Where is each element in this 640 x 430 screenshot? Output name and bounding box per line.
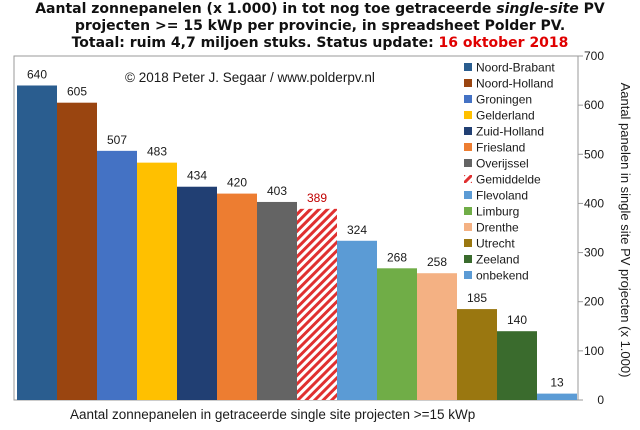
copyright-text: © 2018 Peter J. Segaar / www.polderpv.nl (125, 70, 375, 85)
y-tick-label: 700 (584, 49, 604, 63)
legend-swatch (464, 143, 472, 151)
title-line-3: Totaal: ruim 4,7 miljoen stuks. Status u… (0, 35, 640, 52)
y-tick-label: 400 (584, 196, 604, 210)
bar-groningen (97, 150, 137, 400)
bar-gelderland (137, 162, 177, 400)
data-label: 605 (67, 85, 87, 99)
legend-swatch (464, 63, 472, 71)
bar-noord-holland (57, 102, 97, 400)
legend-label: Limburg (476, 205, 519, 219)
bar-gemiddelde (297, 208, 337, 400)
data-label: 389 (307, 191, 327, 205)
legend-swatch (464, 223, 472, 231)
data-label: 640 (27, 67, 47, 81)
data-label: 268 (387, 250, 407, 264)
legend-swatch (464, 175, 472, 183)
legend-label: Drenthe (476, 221, 519, 235)
legend-label: Zuid-Holland (476, 125, 544, 139)
y-tick-label: 500 (584, 147, 604, 161)
data-label: 434 (187, 169, 207, 183)
data-label: 13 (550, 376, 564, 390)
bar-zeeland (497, 331, 537, 400)
legend-label: Groningen (476, 93, 532, 107)
legend-swatch (464, 207, 472, 215)
title-line-2: projecten >= 15 kWp per provincie, in sp… (74, 18, 566, 34)
bar-friesland (217, 193, 257, 400)
data-label: 420 (227, 176, 247, 190)
legend-swatch (464, 239, 472, 247)
data-label: 140 (507, 313, 527, 327)
data-label: 483 (147, 145, 167, 159)
data-label: 403 (267, 184, 287, 198)
legend-label: Overijssel (476, 157, 529, 171)
legend-label: Utrecht (476, 237, 515, 251)
bar-zuid-holland (177, 186, 217, 400)
bar-onbekend (537, 393, 577, 400)
bar-limburg (377, 268, 417, 400)
y-tick-label: 0 (597, 393, 604, 407)
y-axis-label: Aantal panelen in single site PV project… (618, 83, 633, 378)
legend-label: Noord-Holland (476, 77, 553, 91)
data-label: 258 (427, 255, 447, 269)
title-line-1: Aantal zonnepanelen (x 1.000) in tot nog… (0, 1, 640, 18)
title-line-1-italic: single-site (496, 1, 579, 17)
y-tick-label: 600 (584, 98, 604, 112)
bar-utrecht (457, 309, 497, 400)
bar-noord-brabant (17, 85, 57, 400)
legend-swatch (464, 271, 472, 279)
data-label: 507 (107, 133, 127, 147)
chart-title: Aantal zonnepanelen (x 1.000) in tot nog… (0, 1, 640, 52)
legend-swatch (464, 159, 472, 167)
title-line-1-end: PV (578, 1, 605, 17)
legend-label: Gelderland (476, 109, 535, 123)
status-date: 16 oktober 2018 (438, 35, 569, 51)
y-tick-label: 300 (584, 246, 604, 260)
legend-swatch (464, 127, 472, 135)
legend-swatch (464, 255, 472, 263)
legend-swatch (464, 111, 472, 119)
legend-label: Noord-Brabant (476, 61, 555, 75)
legend-label: Friesland (476, 141, 525, 155)
data-label: 324 (347, 223, 367, 237)
legend-label: Flevoland (476, 189, 528, 203)
legend: Noord-Brabant Noord-Holland Groningen Gelde… (464, 61, 555, 283)
y-tick-label: 200 (584, 295, 604, 309)
data-label: 185 (467, 291, 487, 305)
legend-label: Gemiddelde (476, 173, 541, 187)
legend-swatch (464, 95, 472, 103)
bar-drenthe (417, 273, 457, 400)
title-line-3-text: Totaal: ruim 4,7 miljoen stuks. Status u… (71, 35, 439, 51)
title-line-1-text: Aantal zonnepanelen (x 1.000) in tot nog… (35, 1, 497, 17)
legend-label: Zeeland (476, 253, 519, 267)
y-tick-label: 100 (584, 344, 604, 358)
legend-swatch (464, 79, 472, 87)
legend-label: onbekend (476, 269, 529, 283)
legend-swatch (464, 191, 472, 199)
bar-flevoland (337, 240, 377, 400)
bar-overijssel (257, 201, 297, 400)
x-axis-label: Aantal zonnepanelen in getraceerde singl… (70, 407, 475, 422)
